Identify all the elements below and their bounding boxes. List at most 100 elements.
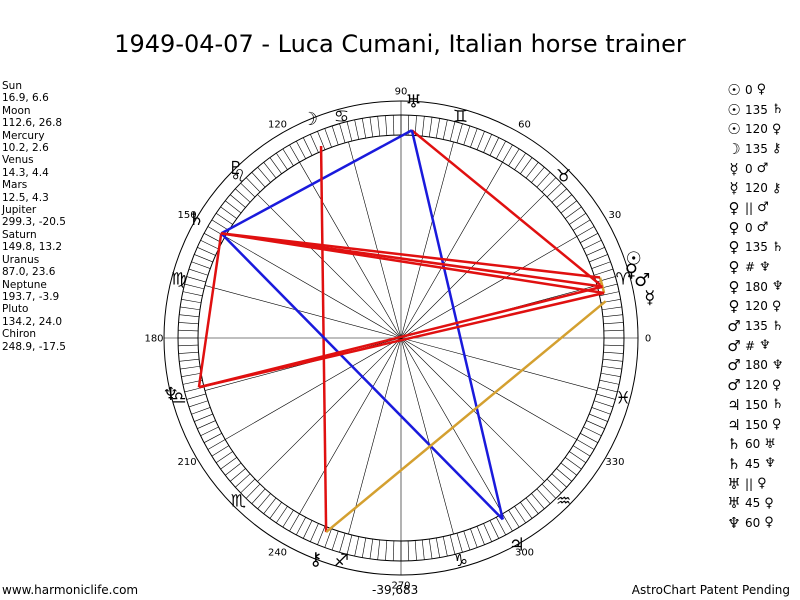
degree-tick (302, 520, 313, 539)
aspect-planet-1-glyph: ☉ (727, 80, 741, 99)
planet-coords: 10.2, 2.6 (2, 142, 49, 155)
aspect-line (411, 129, 604, 288)
zodiac-sign-glyph: ♏ (231, 492, 246, 512)
footer-credit: AstroChart Patent Pending (631, 583, 790, 597)
degree-tick (483, 523, 492, 542)
radial-spoke (225, 337, 402, 440)
degree-tick (235, 188, 251, 203)
degree-tick (200, 239, 219, 250)
degree-tick (536, 488, 551, 504)
degree-tick (180, 306, 201, 311)
aspect-row: ♀ 180 ♆ (726, 277, 798, 297)
planet-coords: 134.2, 24.0 (2, 315, 63, 328)
aspect-planet-1-glyph: ♆ (727, 513, 741, 532)
aspect-angle: 135 (745, 141, 768, 156)
planet-glyph-neptune: ♆ (163, 384, 179, 405)
aspect-row: ☉ 135 ♄ (726, 100, 798, 120)
aspect-row: ♂ 120 ♀ (726, 375, 798, 395)
degree-tick (603, 322, 624, 325)
planet-coords: 16.9, 6.6 (2, 92, 49, 105)
degree-tick (414, 540, 417, 561)
aspect-angle: 0 (745, 82, 753, 97)
degree-tick (245, 483, 261, 499)
degree-tick (589, 254, 608, 263)
degree-tick (324, 128, 332, 148)
radial-spoke (204, 285, 402, 339)
degree-tick (583, 426, 602, 437)
degree-tick (229, 194, 246, 208)
aspect-angle: 45 (745, 456, 761, 471)
aspect-planet-2-glyph: ♆ (764, 456, 776, 472)
degree-tick (179, 314, 200, 318)
degree-tick (257, 166, 271, 183)
degree-tick (245, 177, 261, 193)
degree-tick (603, 329, 624, 332)
aspect-planet-1-glyph: ♂ (727, 356, 741, 375)
degree-tick (496, 517, 506, 536)
aspect-planet-1-glyph: ♃ (727, 395, 741, 414)
degree-tick (596, 276, 616, 283)
degree-tick (235, 473, 251, 488)
degree-tick (489, 137, 500, 156)
aspect-planet-2-glyph: ♆ (759, 259, 771, 275)
degree-tick (392, 540, 395, 561)
planet-glyph-jupiter: ♃ (509, 535, 525, 556)
degree-tick (591, 261, 611, 269)
degree-tick (520, 157, 533, 174)
aspect-row: ☉ 120 ♀ (726, 119, 798, 139)
degree-tick (508, 509, 520, 528)
aspect-row: ☿ 120 ⚷ (726, 178, 798, 198)
degree-tick (229, 468, 246, 482)
degree-tick (186, 276, 206, 283)
aspect-line (221, 232, 601, 279)
aspect-row: ♃ 150 ♀ (726, 415, 798, 435)
degree-tick (602, 314, 623, 318)
degree-tick (377, 539, 381, 560)
planet-glyph-uranus: ♅ (405, 91, 421, 112)
degree-tick (525, 162, 539, 179)
degree-tick (240, 478, 256, 494)
degree-tick (599, 379, 620, 385)
degree-tick (186, 393, 206, 400)
aspect-planet-2-glyph: ♆ (771, 357, 784, 373)
zodiac-sign-glyph: ♎ (171, 389, 186, 409)
degree-tick (178, 351, 199, 354)
aspect-angle: 60 (745, 515, 761, 530)
aspect-planet-1-glyph: ♂ (727, 376, 741, 395)
planet-glyph-venus: ♀ (625, 261, 638, 282)
aspect-line (598, 277, 604, 287)
zodiac-sign-glyph: ♐ (334, 551, 349, 571)
degree-tick (361, 537, 367, 558)
degree-tick (289, 144, 300, 163)
degree-tick (565, 206, 582, 219)
degree-tick (310, 134, 319, 153)
aspect-angle: 120 (745, 299, 768, 314)
aspect-planet-2-glyph: ♀ (771, 377, 782, 393)
aspect-row: ♄ 60 ♅ (726, 434, 798, 454)
degree-tick (601, 306, 622, 311)
degree-tick (276, 152, 288, 170)
degree-tick (181, 372, 202, 378)
zodiac-sign-glyph: ♑ (453, 551, 468, 571)
degree-tick (476, 526, 485, 545)
aspect-line (220, 129, 413, 235)
degree-tick (428, 117, 433, 138)
degree-tick (331, 125, 339, 146)
degree-tick (310, 523, 319, 542)
planet-coords: 248.9, -17.5 (2, 340, 66, 353)
degree-tick (603, 351, 624, 354)
degree-tick (263, 497, 277, 514)
degree-label: 240 (268, 547, 287, 558)
radial-spoke (299, 337, 402, 514)
radial-spoke (400, 337, 503, 514)
radial-spoke (400, 141, 454, 339)
degree-tick (182, 291, 203, 297)
radial-spoke (257, 337, 402, 482)
aspect-angle: 120 (745, 181, 768, 196)
degree-tick (572, 219, 591, 231)
aspect-planet-2-glyph: ♄ (771, 102, 784, 118)
aspect-angle: 180 (745, 358, 768, 373)
degree-tick (449, 534, 456, 555)
planet-coords: 193.7, -3.9 (2, 290, 60, 303)
degree-tick (339, 123, 346, 143)
